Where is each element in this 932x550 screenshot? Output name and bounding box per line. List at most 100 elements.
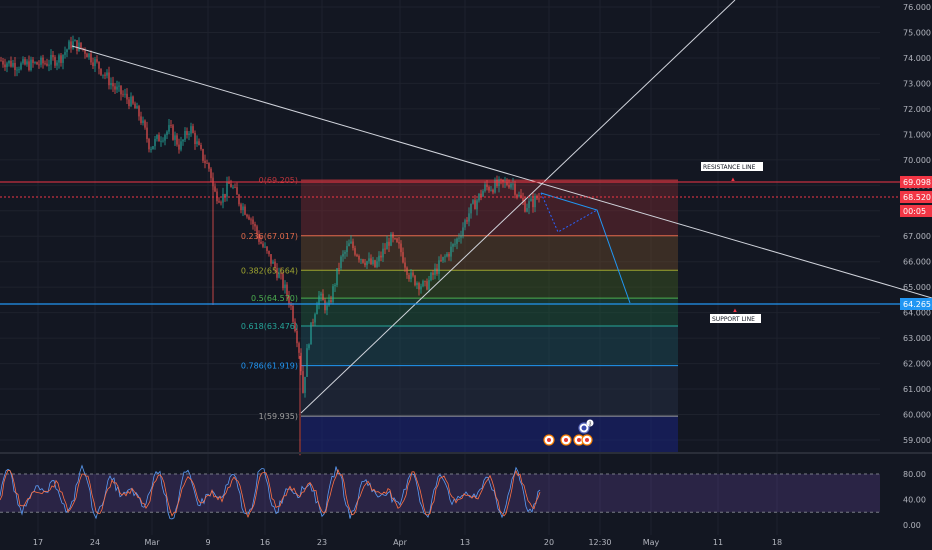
oscillator-axis[interactable]: 80.00 40.00 0.00	[903, 470, 926, 530]
candle-body	[204, 160, 206, 164]
candle-body	[84, 49, 86, 54]
candle-body	[160, 140, 162, 142]
resistance-note-label: RESISTANCE LINE	[703, 164, 756, 171]
candle-body	[530, 198, 532, 202]
candle-body	[0, 60, 2, 62]
candle-body	[470, 203, 472, 214]
candle-body	[58, 55, 60, 63]
candle-body	[342, 253, 344, 257]
candle-body	[214, 186, 216, 192]
candle-body	[176, 135, 178, 145]
candle-body	[404, 262, 406, 268]
candle-body	[294, 321, 296, 332]
candle-body	[50, 55, 52, 65]
candle-body	[490, 189, 492, 191]
candle-body	[14, 63, 16, 71]
candle-body	[320, 293, 322, 296]
candle-body	[194, 132, 196, 145]
candle-body	[228, 182, 230, 184]
candle-body	[460, 235, 462, 238]
event-markers[interactable]: 3	[543, 419, 594, 446]
support-note-label: SUPPORT LINE	[712, 316, 755, 323]
candle-body	[474, 200, 476, 210]
candle-body	[132, 96, 134, 104]
candle-body	[180, 141, 182, 150]
price-tag-label: 68.520	[903, 193, 931, 202]
candle-body	[352, 241, 354, 249]
time-axis[interactable]: 17 24 Mar 9 16 23 Apr 13 20 12:30 May 11 18	[33, 538, 782, 547]
price-tick-label: 59.000	[903, 436, 931, 445]
event-dot	[585, 438, 589, 442]
fib-level-label: 0(69.205)	[259, 176, 298, 185]
fib-zone	[301, 298, 678, 326]
candle-body	[520, 194, 522, 199]
candle-body	[374, 260, 376, 268]
candle-body	[508, 184, 510, 188]
candle-body	[334, 285, 336, 287]
candle-body	[538, 198, 540, 200]
candle-body	[18, 69, 20, 71]
candle-body	[106, 72, 108, 76]
candle-body	[518, 194, 520, 197]
candle-body	[140, 116, 142, 123]
candle-body	[448, 253, 450, 257]
price-tick-label: 74.000	[903, 54, 931, 63]
candle-body	[256, 226, 258, 235]
candle-body	[380, 255, 382, 258]
candle-body	[42, 57, 44, 64]
candle-body	[178, 144, 180, 150]
candle-body	[222, 193, 224, 203]
candle-body	[224, 193, 226, 197]
candle-body	[346, 246, 348, 253]
candle-body	[424, 281, 426, 282]
fib-level-label: 1(59.935)	[259, 412, 298, 421]
candle-body	[462, 227, 464, 236]
candle-body	[118, 85, 120, 87]
oscillator-tick-label: 0.00	[903, 521, 921, 530]
price-tag-box	[900, 205, 932, 217]
candle-body	[516, 194, 518, 197]
candle-body	[66, 49, 68, 53]
candle-body	[290, 304, 292, 306]
candle-body	[420, 286, 422, 290]
candle-body	[300, 352, 302, 372]
candle-body	[240, 204, 242, 211]
candle-body	[252, 219, 254, 225]
fib-zone	[301, 365, 678, 417]
support-note-box	[710, 314, 761, 323]
line-annotations[interactable]: RESISTANCE LINE ▲ SUPPORT LINE ▲	[701, 162, 763, 323]
candle-body	[316, 304, 318, 315]
fibonacci-retracement[interactable]	[301, 179, 678, 453]
fib-zone	[301, 235, 678, 271]
horizontal-lines[interactable]	[0, 181, 932, 305]
note-marker-icon: ▲	[732, 308, 738, 314]
fib-zone	[301, 416, 678, 453]
time-tick-label: May	[643, 538, 660, 547]
chart-drawings[interactable]	[71, 0, 932, 414]
candle-body	[78, 42, 80, 51]
candle-body	[348, 243, 350, 247]
candle-body	[86, 53, 88, 58]
candle-body	[386, 241, 388, 250]
candle-body	[428, 280, 430, 290]
candle-body	[282, 273, 284, 289]
candle-body	[250, 219, 252, 221]
candle-body	[4, 64, 6, 68]
price-tick-label: 71.000	[903, 130, 931, 139]
candle-body	[12, 63, 14, 67]
price-tick-label: 61.000	[903, 385, 931, 394]
candle-body	[500, 179, 502, 181]
candle-body	[488, 186, 490, 191]
candle-body	[92, 62, 94, 67]
price-tick-label: 63.000	[903, 334, 931, 343]
candle-body	[2, 60, 4, 65]
candle-body	[308, 344, 310, 349]
candle-body	[272, 261, 274, 264]
price-axis[interactable]: 76.000 75.000 74.000 73.000 72.000 71.000 70.0…	[903, 3, 931, 445]
price-tick-label: 75.000	[903, 28, 931, 37]
candle-body	[34, 62, 36, 63]
candle-body	[370, 258, 372, 265]
price-candles	[0, 35, 540, 456]
candle-body	[226, 182, 228, 197]
